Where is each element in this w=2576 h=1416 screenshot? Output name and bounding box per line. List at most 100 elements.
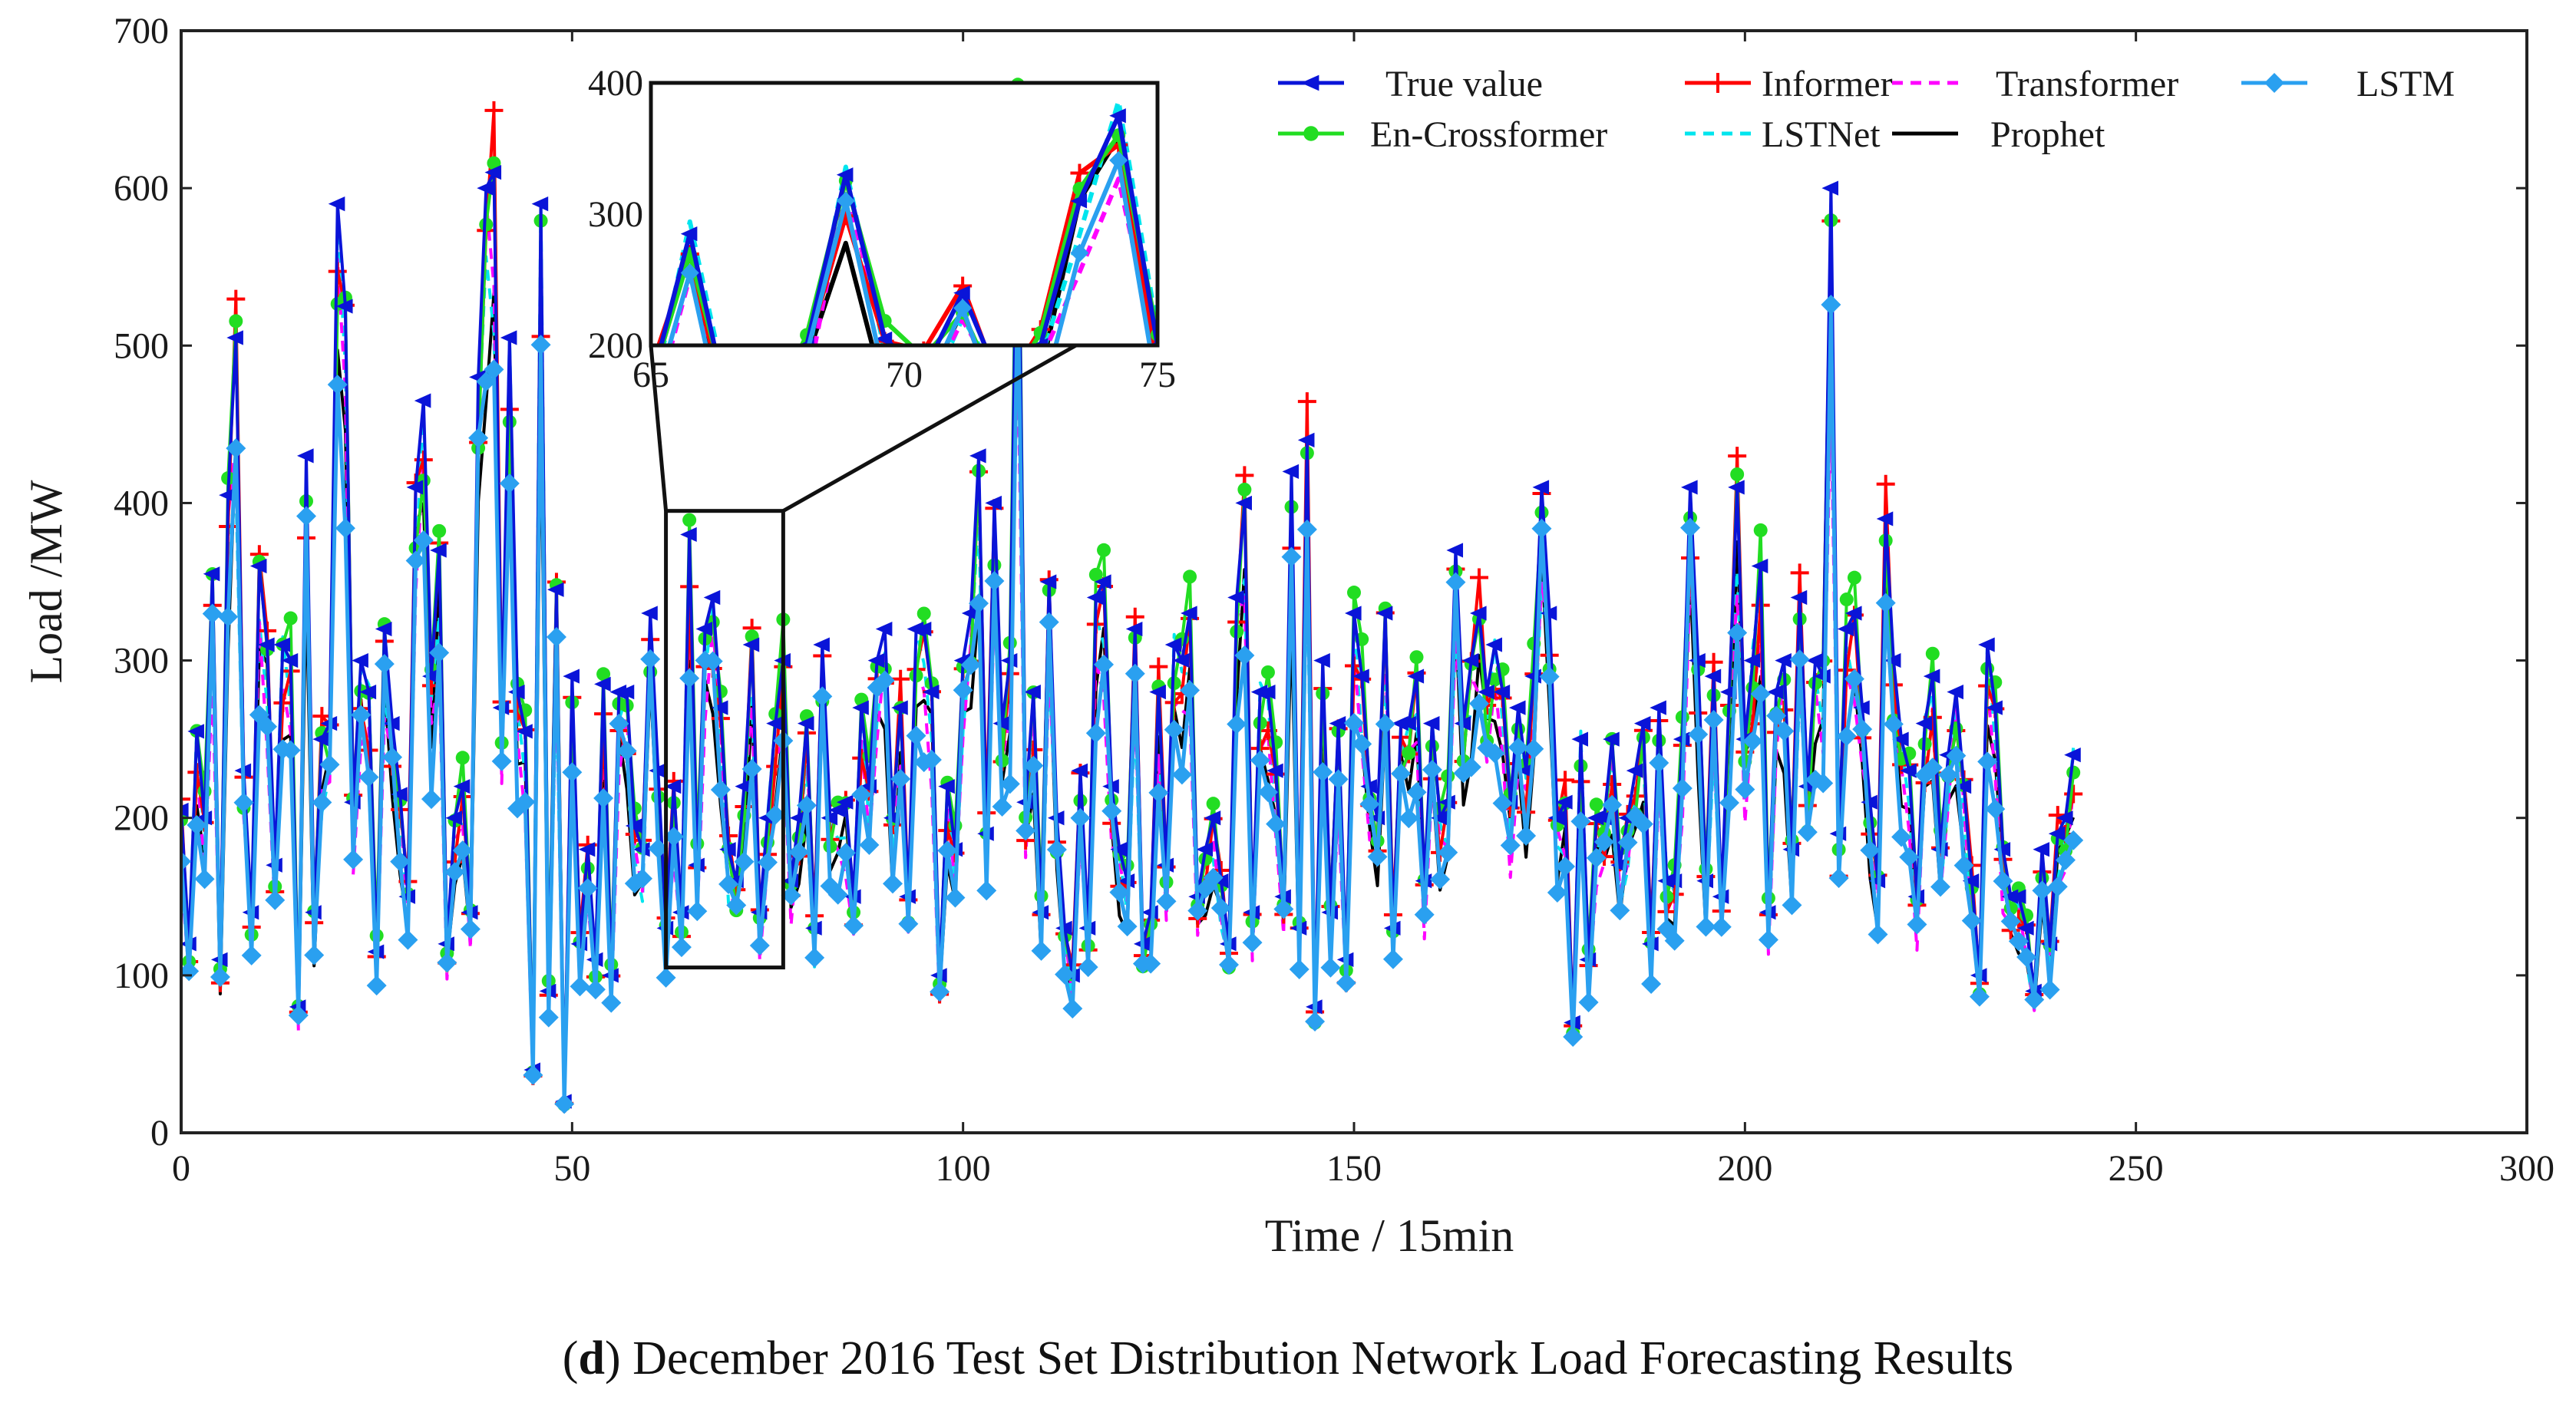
data-point-lstm [202, 603, 223, 624]
data-point-lstm [1062, 998, 1083, 1019]
data-point-true-value [938, 779, 955, 794]
data-point-lstm [1524, 738, 1544, 759]
data-point-en-crossformer [1589, 797, 1603, 812]
data-point-lstm [969, 593, 989, 614]
data-point-lstm [1445, 572, 1466, 592]
data-point-en-crossformer [229, 314, 243, 328]
data-point-lstm [1234, 645, 1255, 665]
data-point-lstm [1742, 731, 1763, 751]
data-point-informer [1125, 607, 1144, 626]
data-point-lstm [1468, 693, 1489, 714]
data-point-lstm [593, 788, 614, 809]
data-point-lstm [1946, 745, 1967, 766]
data-point-informer [1469, 568, 1488, 587]
x-axis-label: Time / 15min [1265, 1210, 1514, 1261]
data-point-true-value [1532, 480, 1550, 495]
data-point-lstm [1828, 868, 1849, 889]
data-point-lstm [1070, 807, 1091, 828]
data-point-lstm [1868, 924, 1888, 945]
data-point-true-value [625, 818, 642, 833]
legend-marker-lstm [2264, 73, 2284, 93]
data-point-lstm [1774, 721, 1795, 741]
inset-point-lstm [758, 454, 777, 473]
data-point-true-value [922, 685, 940, 700]
y-tick-label: 100 [114, 956, 169, 996]
data-point-informer [359, 741, 378, 760]
data-point-lstm [1938, 764, 1959, 785]
data-point-true-value [445, 810, 463, 826]
data-point-lstm [296, 506, 316, 526]
data-point-lstm [194, 869, 215, 890]
data-point-lstm [710, 780, 731, 800]
data-point-lstm [319, 754, 340, 775]
data-point-true-value [391, 787, 408, 802]
data-point-lstm [1961, 910, 1982, 931]
data-point-lstm [257, 716, 278, 737]
data-point-en-crossformer [596, 667, 611, 682]
data-point-lstm [702, 651, 723, 672]
data-point-en-crossformer [1183, 569, 1197, 584]
data-point-lstm [1797, 822, 1818, 843]
data-point-true-value [1164, 637, 1182, 652]
data-point-en-crossformer [487, 156, 501, 170]
data-point-informer [1876, 474, 1895, 493]
data-point-lstm [1633, 814, 1653, 834]
data-point-lstm [1023, 755, 1044, 776]
data-point-informer [181, 790, 190, 809]
data-point-true-value [2048, 826, 2066, 841]
data-point-true-value [1407, 668, 1425, 684]
data-point-true-value [1603, 731, 1620, 747]
data-point-true-value [1055, 920, 1072, 936]
data-point-lstm [2016, 946, 2037, 967]
data-point-true-value [249, 558, 267, 574]
data-point-true-value [1853, 700, 1870, 715]
data-point-lstm [1039, 612, 1059, 632]
data-point-true-value [226, 330, 243, 345]
data-point-lstm [1570, 811, 1591, 832]
data-point-lstm [632, 868, 653, 889]
data-point-lstm [718, 874, 739, 895]
inset-point-en-crossformer [761, 409, 774, 423]
data-point-lstm [1610, 900, 1630, 921]
data-point-lstm [398, 929, 418, 950]
data-point-true-value [1313, 652, 1330, 668]
data-point-true-value [1235, 495, 1252, 511]
data-point-true-value [1743, 652, 1761, 668]
data-point-true-value [484, 165, 502, 180]
data-point-true-value [414, 393, 431, 408]
data-point-true-value [2056, 810, 2073, 826]
zoom-region-box [664, 509, 785, 970]
data-point-informer [312, 707, 332, 726]
data-point-lstm [758, 852, 778, 873]
x-tick-label: 100 [936, 1148, 991, 1189]
zoom-connector-left [649, 345, 669, 511]
data-point-true-value [969, 448, 986, 464]
data-point-lstm [1985, 799, 2006, 820]
data-point-true-value [1345, 606, 1362, 621]
data-point-lstm [1750, 684, 1771, 705]
data-point-lstm [1227, 714, 1247, 734]
data-point-lstm [288, 1005, 309, 1026]
data-point-lstm [1508, 737, 1528, 758]
data-point-lstm [984, 571, 1005, 592]
data-point-lstm [827, 884, 848, 905]
data-point-true-value [992, 716, 1010, 731]
data-point-lstm [1438, 842, 1458, 863]
data-point-en-crossformer [1730, 467, 1745, 482]
data-point-lstm [1055, 964, 1075, 985]
data-point-true-value [1125, 621, 1143, 637]
data-point-true-value [867, 652, 885, 668]
data-point-lstm [413, 530, 434, 550]
figure-caption: (d) December 2016 Test Set Distribution … [562, 1332, 2014, 1385]
data-point-lstm [1210, 898, 1231, 919]
data-point-lstm [1578, 992, 1599, 1013]
data-point-lstm [210, 966, 230, 987]
data-point-lstm [366, 975, 387, 996]
inset-point-lstm [953, 299, 973, 318]
y-axis-label: Load /MW [21, 480, 71, 683]
data-point-lstm [1125, 663, 1145, 684]
data-point-lstm [640, 649, 661, 669]
inset-y-tick-label: 400 [588, 63, 643, 104]
data-point-true-value [813, 637, 830, 652]
